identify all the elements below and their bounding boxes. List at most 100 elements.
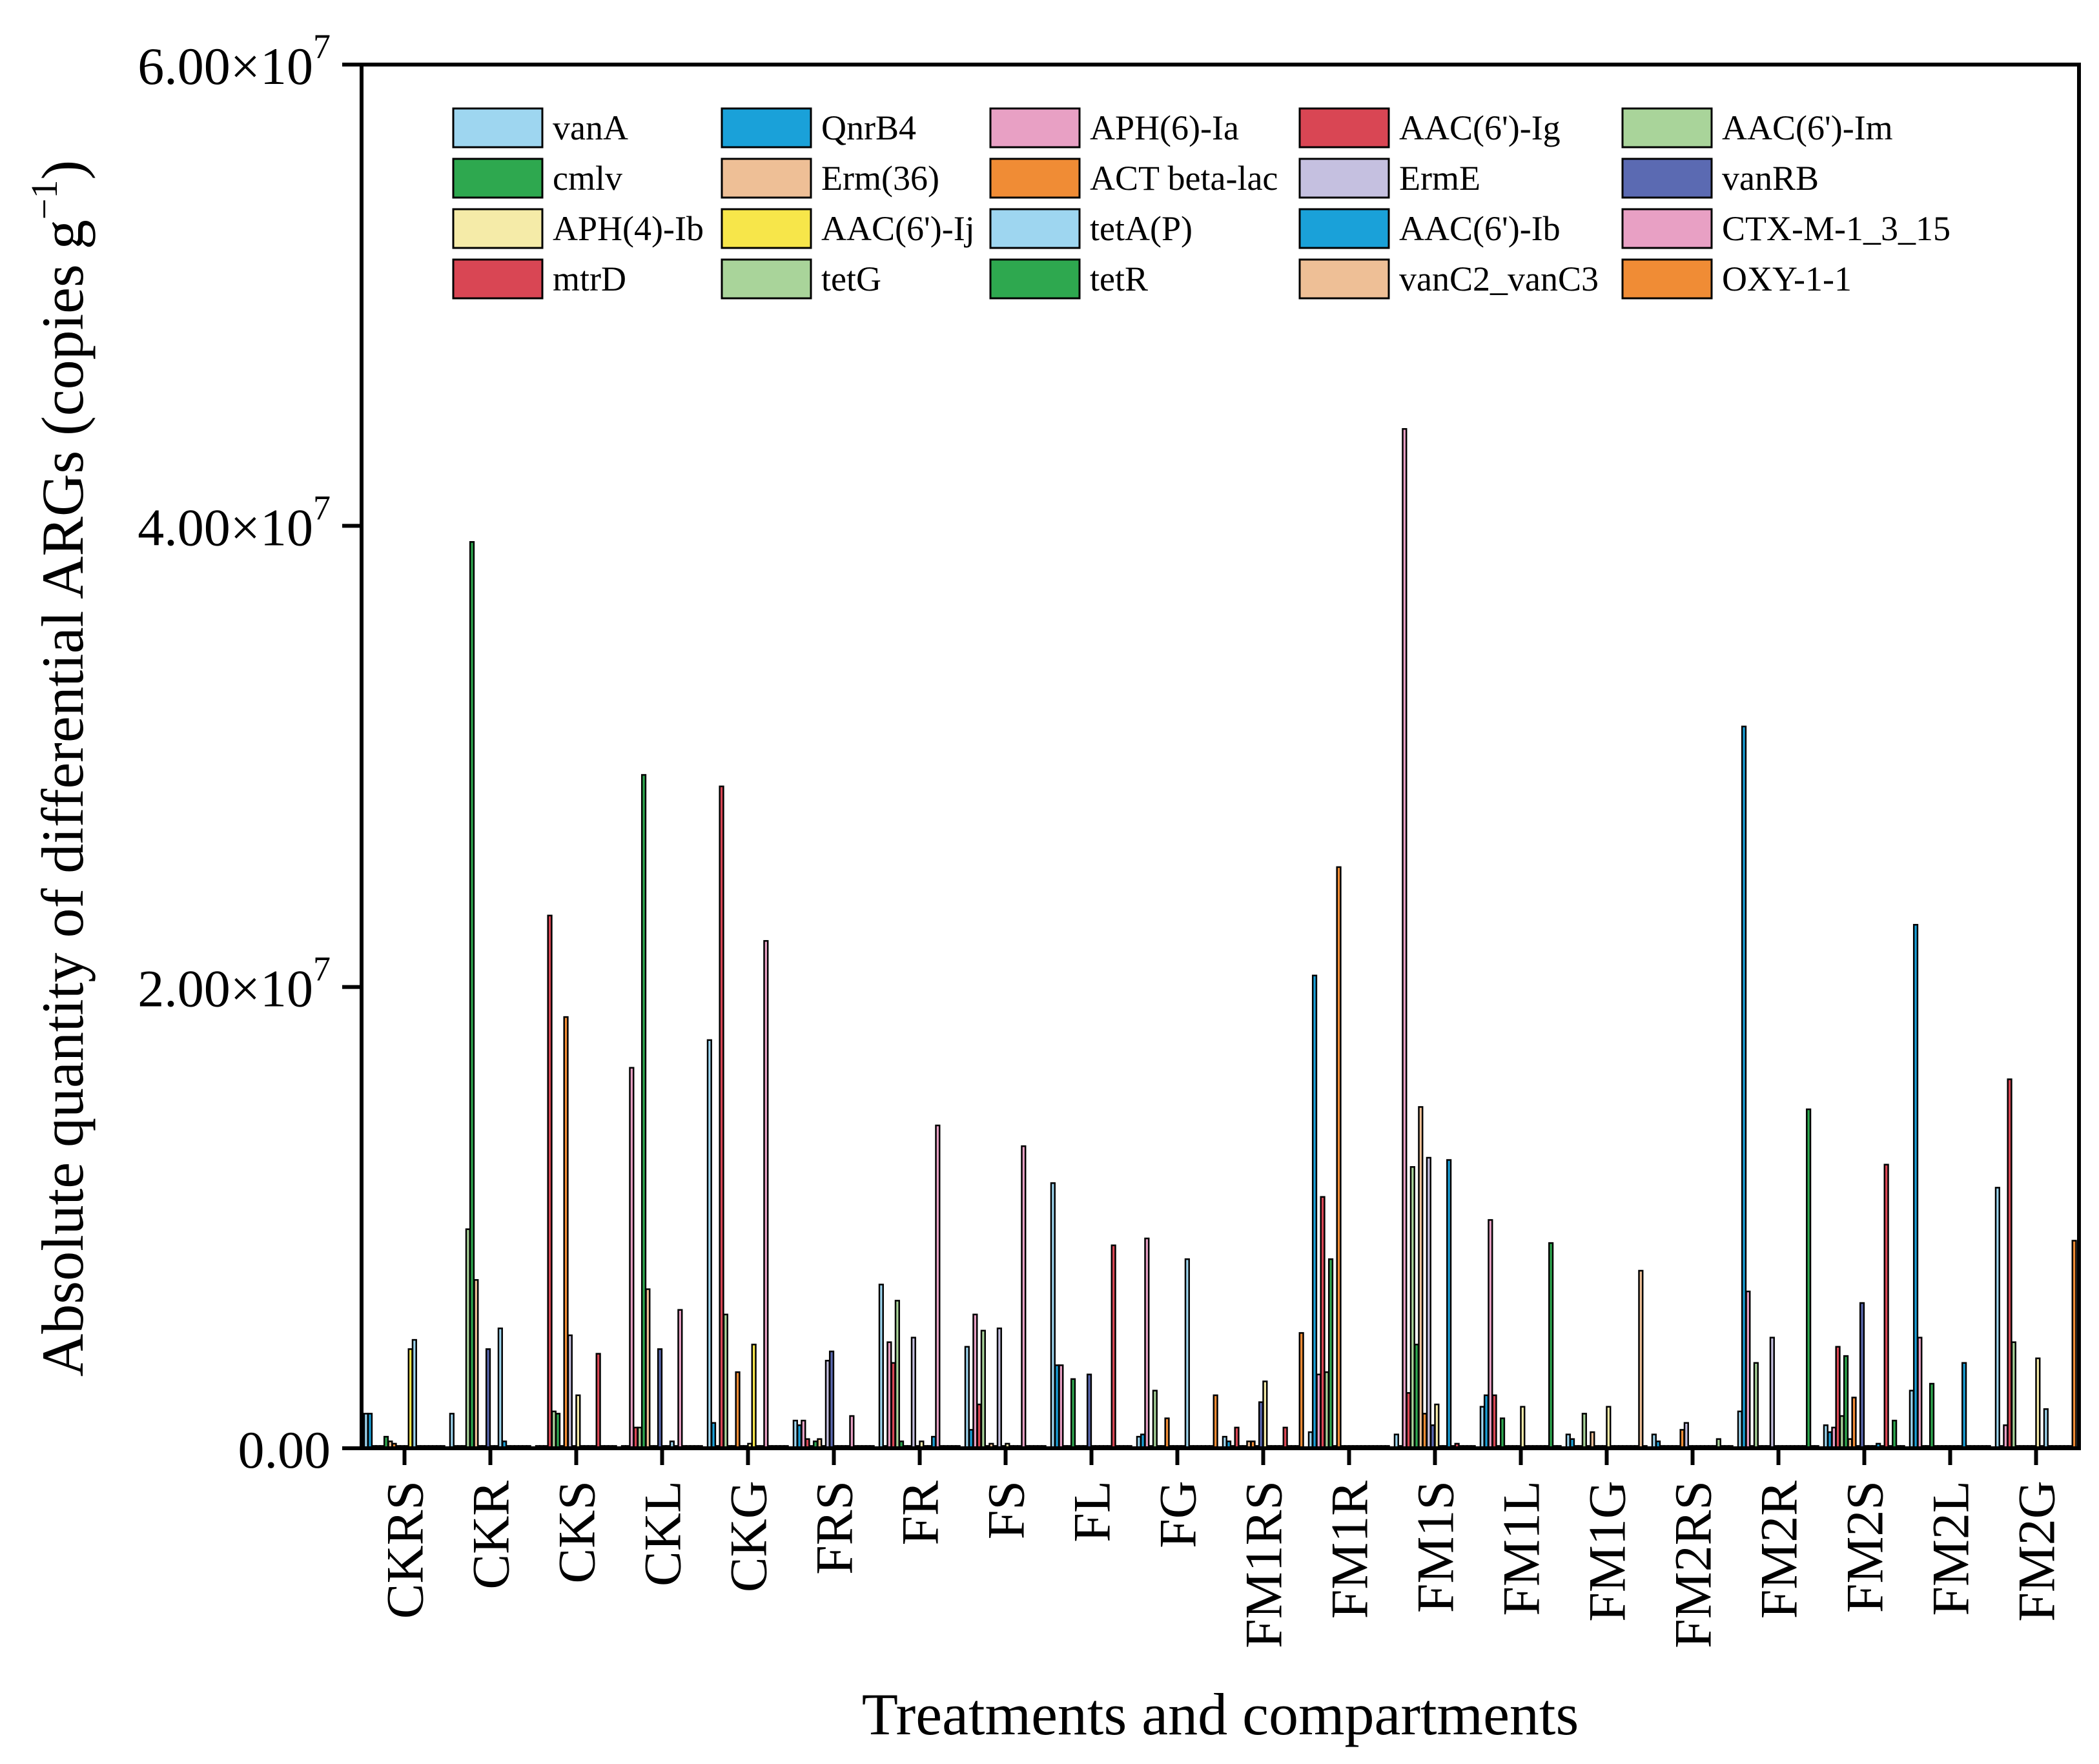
legend-swatch [989, 208, 1081, 249]
y-tick-label: 6.00×107 [138, 27, 331, 96]
plot-frame [360, 63, 2081, 1450]
bar-FM1R-cmlv [1327, 1258, 1334, 1450]
legend-label: vanC2_vanC3 [1399, 260, 1599, 298]
bar-FS-vanA [964, 1346, 970, 1450]
x-tick-label: FM1G [1578, 1481, 1637, 1622]
bar-FG-APH(6)-Ia [1144, 1237, 1150, 1450]
bar-FM1RS-OXY-1-1 [1298, 1332, 1304, 1450]
bar-FM1S-APH(4)-Ib [1434, 1403, 1440, 1450]
bar-CKL-AAC(6')-Im [637, 1426, 642, 1450]
bar-FM2S-APH(6)-Ia [1831, 1426, 1837, 1450]
y-axis-label-main: Absolute quantity of differential ARGs (… [30, 220, 96, 1377]
bar-FM2L-cmlv [1929, 1382, 1935, 1450]
bar-CKRS-vanA [363, 1413, 369, 1450]
bar-CKG-AAC(6')-Ig [719, 785, 724, 1450]
y-tick-mantissa: 0.00 [238, 1420, 331, 1479]
legend-label: APH(4)-Ib [553, 209, 704, 248]
legend-label: cmlv [553, 159, 622, 198]
y-tick-mantissa: 4.00×10 [138, 498, 313, 557]
bar-CKL-Erm(36) [645, 1288, 651, 1450]
x-tick-label: FM1RS [1234, 1481, 1293, 1648]
bar-FL-vanRB [1086, 1373, 1092, 1450]
bar-CKL-vanRB [657, 1348, 663, 1450]
bar-FM2G-vanA [1994, 1187, 2000, 1450]
bar-CKRS-QnrB4 [367, 1413, 373, 1450]
bar-FM2R-ErmE [1769, 1337, 1775, 1450]
bar-FM1R-vanA [1307, 1431, 1313, 1450]
bar-FM1RS-APH(4)-Ib [1262, 1380, 1268, 1450]
bar-CKG-QnrB4 [710, 1422, 717, 1450]
bar-FM1S-ErmE [1426, 1156, 1431, 1450]
x-tick-label: FM2RS [1664, 1481, 1723, 1648]
legend-swatch [1621, 258, 1713, 300]
bar-FM2R-tetR [1806, 1108, 1812, 1450]
bar-FM1S-cmlv [1413, 1344, 1420, 1450]
x-tick-label: FR [891, 1481, 950, 1546]
bar-CKS-ErmE [567, 1334, 573, 1450]
legend-swatch [1298, 107, 1390, 149]
bar-CKL-CTX-M-1_3_15 [677, 1309, 683, 1450]
x-tick-label: FM2L [1921, 1481, 1980, 1616]
x-tick-label: CKG [719, 1481, 778, 1592]
legend-label: ErmE [1399, 159, 1480, 198]
legend-swatch [989, 258, 1081, 300]
x-tick-label: FG [1149, 1481, 1207, 1548]
bar-FM1S-vanA [1393, 1433, 1399, 1450]
legend-label: QnrB4 [821, 108, 916, 147]
bar-CKS-AAC(6')-Ig [547, 914, 553, 1450]
bar-FM2G-APH(6)-Ia [2003, 1424, 2009, 1450]
bar-FS-ErmE [996, 1328, 1002, 1450]
bar-FRS-QnrB4 [796, 1424, 803, 1450]
bar-FM1S-ACT beta-lac [1422, 1413, 1428, 1450]
bar-FM2R-vanA [1737, 1410, 1743, 1450]
x-tick-label: FRS [805, 1481, 864, 1575]
bar-CKG-ACT beta-lac [735, 1371, 741, 1450]
legend-swatch [721, 158, 812, 199]
y-tick-exponent: 7 [313, 27, 331, 66]
bar-FM1G-Erm(36) [1590, 1431, 1595, 1450]
bar-FM1L-vanA [1479, 1406, 1485, 1450]
bar-CKR-cmlv [469, 541, 475, 1450]
bar-FG-AAC(6')-Im [1152, 1390, 1158, 1450]
legend-label: AAC(6')-Im [1722, 108, 1893, 147]
legend-label: Erm(36) [821, 159, 939, 198]
bar-CKR-vanRB [485, 1348, 491, 1450]
y-tick-exponent: 7 [313, 488, 331, 527]
bar-FRS-APH(6)-Ia [801, 1419, 806, 1450]
legend-swatch [1298, 158, 1390, 199]
bar-FRS-CTX-M-1_3_15 [849, 1415, 855, 1450]
x-axis: CKRS CKR CKS CKL CKG FRS FR FS FL FG FM1RS FM1R FM1S… [376, 1448, 2066, 1648]
bar-CKS-mtrD [595, 1353, 601, 1450]
bar-CKG-vanA [706, 1039, 712, 1450]
bar-FR-ErmE [910, 1337, 916, 1450]
y-tick-label: 4.00×107 [138, 488, 331, 557]
bar-CKS-AAC(6')-Im [551, 1410, 557, 1450]
bar-FM1S-vanRB [1429, 1424, 1436, 1450]
x-tick-label: FM2R [1750, 1481, 1808, 1619]
bar-FM2S-AAC(6')-Im [1839, 1415, 1845, 1450]
legend-label: AAC(6')-Ib [1399, 209, 1561, 248]
legend-label: APH(6)-Ia [1090, 108, 1239, 147]
x-tick-label: FM1S [1406, 1481, 1465, 1613]
bar-FM1L-APH(4)-Ib [1520, 1406, 1526, 1450]
legend-swatch [452, 208, 544, 249]
bar-FG-OXY-1-1 [1213, 1394, 1218, 1450]
x-tick-label: FL [1063, 1481, 1121, 1543]
bar-FM2G-AAC(6')-Ig [2007, 1078, 2012, 1450]
bar-FM1G-vanC2_vanC3 [1638, 1269, 1644, 1450]
bar-FS-CTX-M-1_3_15 [1021, 1145, 1027, 1450]
bar-CKL-APH(6)-Ia [629, 1067, 635, 1450]
bar-FL-vanA [1050, 1182, 1056, 1450]
bar-FM2S-QnrB4 [1827, 1431, 1833, 1450]
bar-CKR-Erm(36) [473, 1279, 479, 1450]
bar-FM1L-cmlv [1499, 1417, 1506, 1450]
bar-FM2L-vanA [1909, 1390, 1914, 1450]
bar-FM2G-OXY-1-1 [2071, 1240, 2077, 1450]
x-axis-label: Treatments and compartments [862, 1681, 1579, 1747]
bar-CKR-AAC(6')-Im [465, 1228, 471, 1450]
legend-swatch [721, 208, 812, 249]
bar-FR-APH(6)-Ia [886, 1341, 892, 1450]
y-axis-label-close: ) [30, 160, 96, 180]
